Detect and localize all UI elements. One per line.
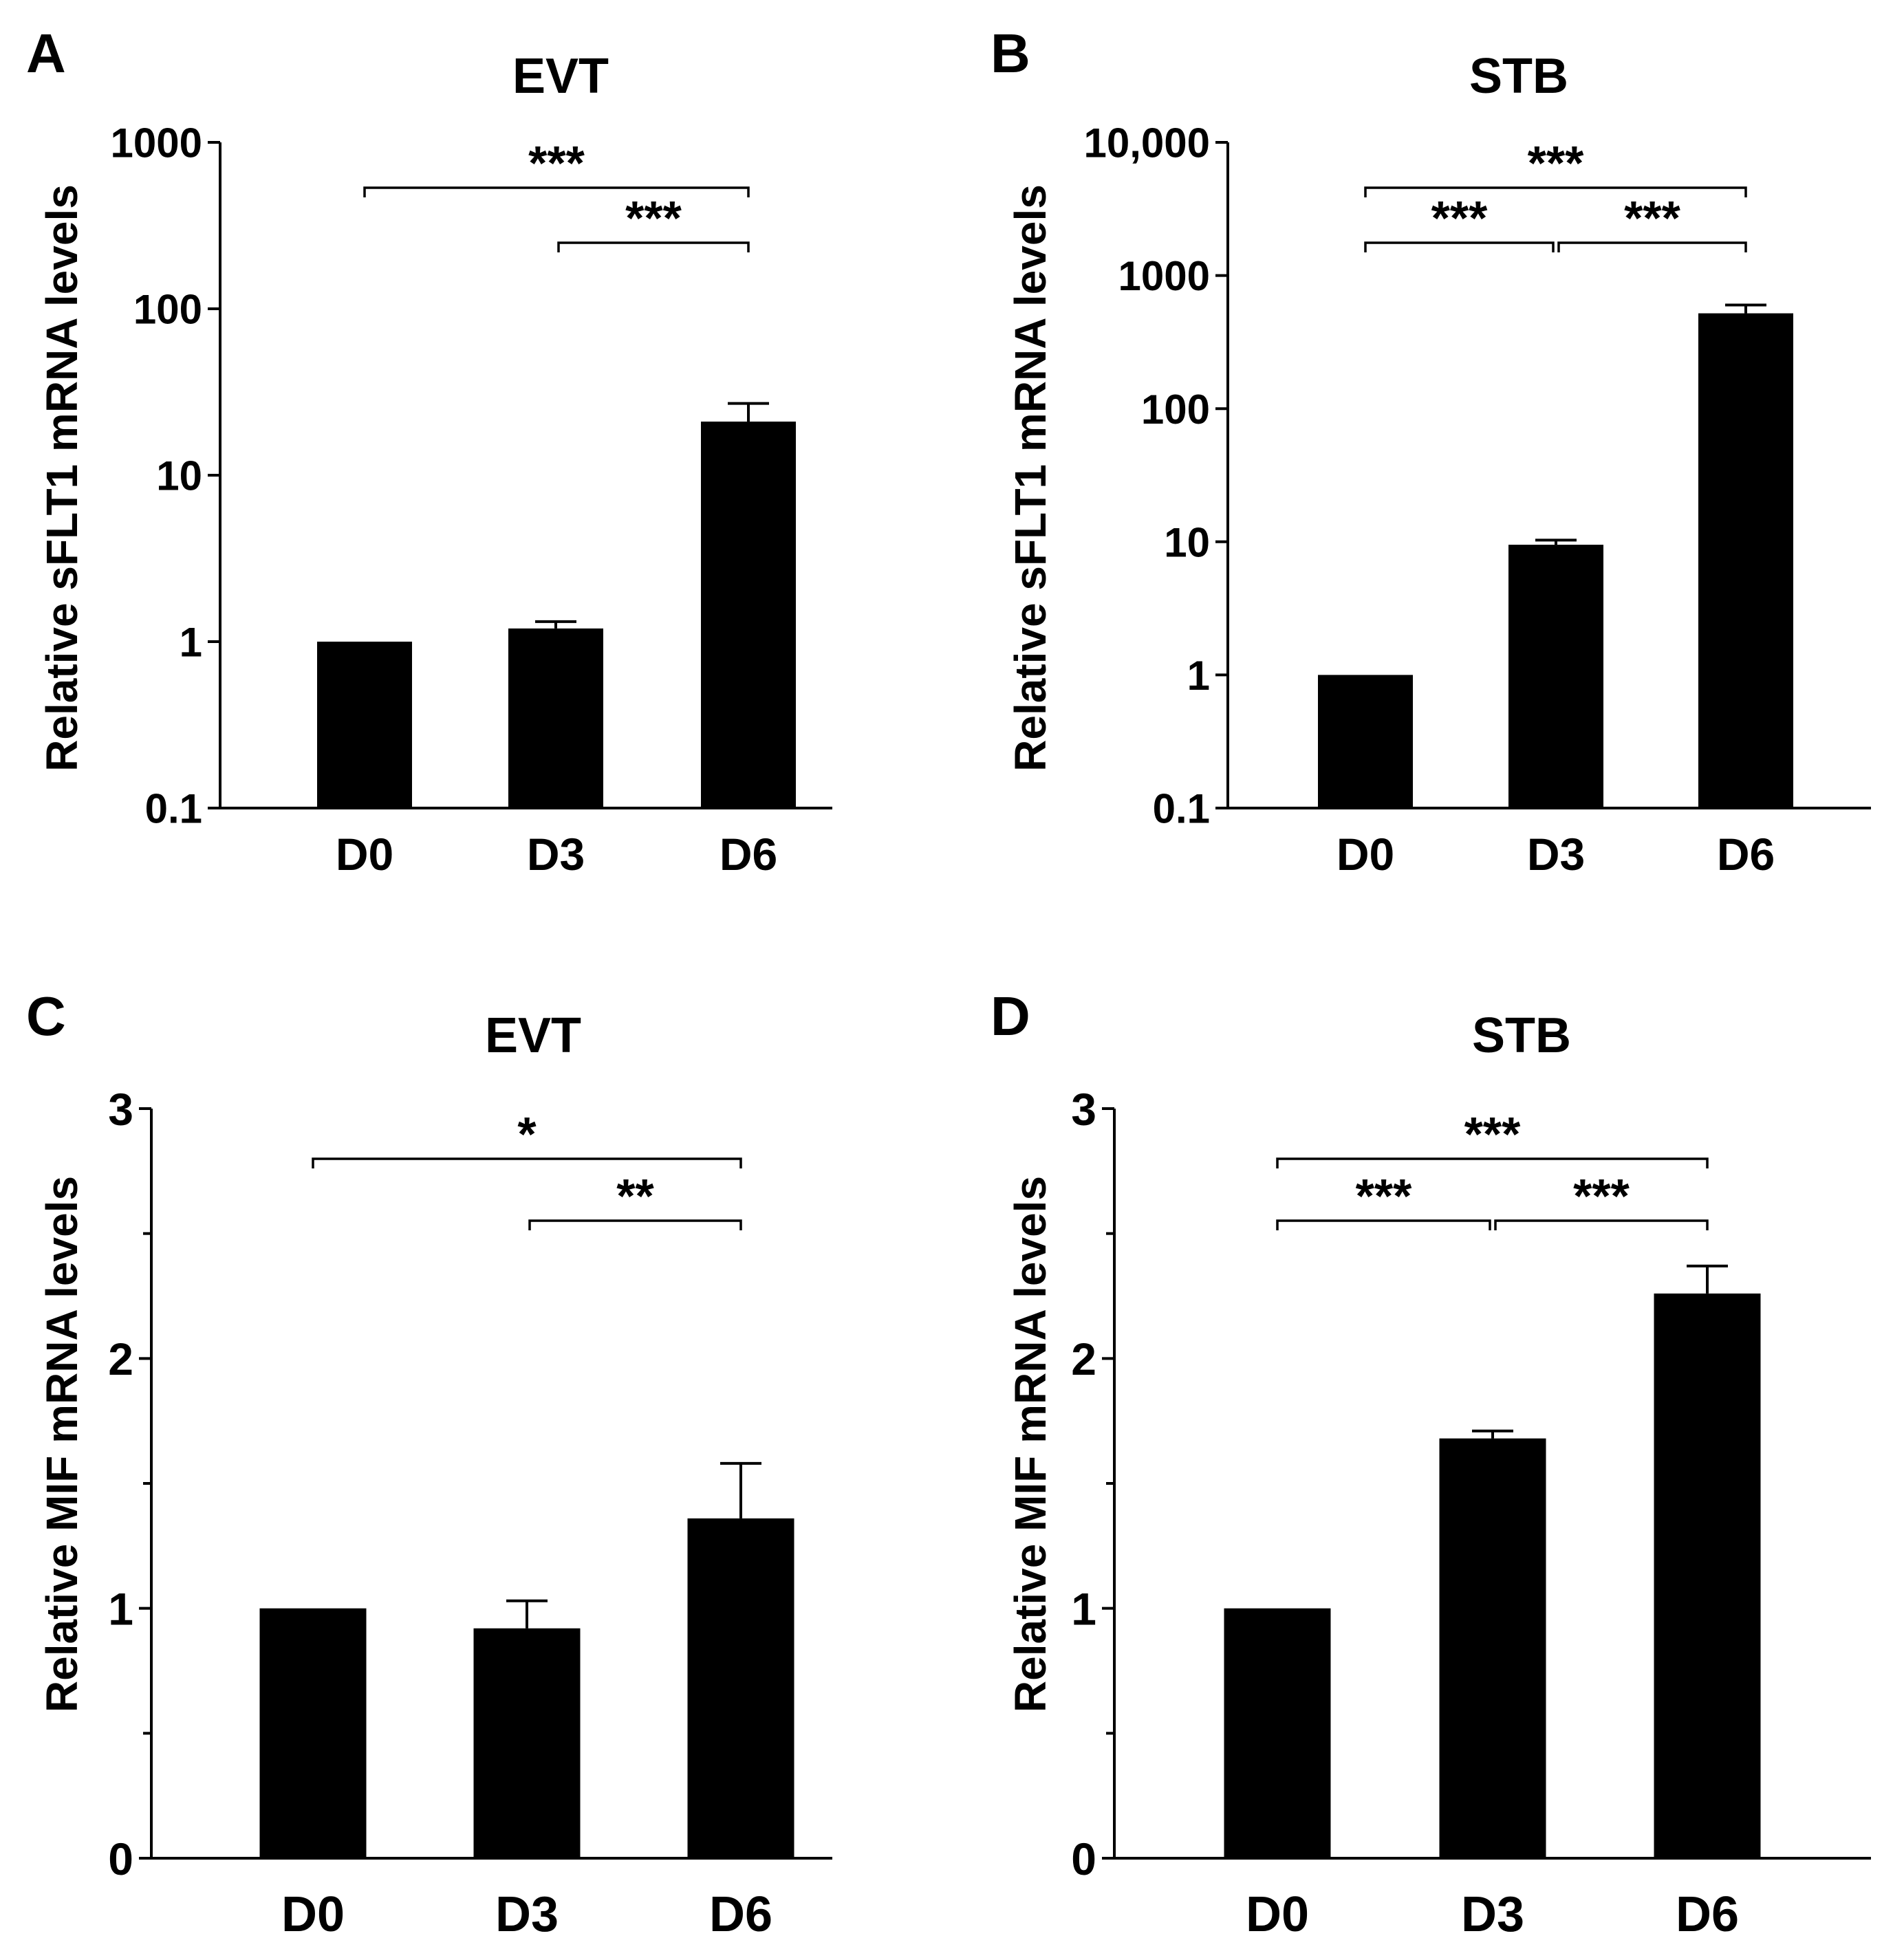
- significance-brackets: *** *** ***: [1276, 1107, 1709, 1230]
- y-tick-label: 100: [133, 287, 202, 333]
- y-tick-label: 1: [1071, 1583, 1096, 1634]
- bar-d0: [259, 1608, 367, 1858]
- y-ticks: 0 1 2 3: [108, 1084, 151, 1884]
- x-tick-labels: D0 D3 D6: [336, 829, 777, 880]
- y-tick-label: 100: [1141, 386, 1210, 433]
- panel-letter: B: [991, 23, 1030, 84]
- y-axis-label: Relative sFLT1 mRNA levels: [1006, 184, 1055, 772]
- x-tick-label: D0: [1337, 829, 1394, 880]
- significance-bracket: [312, 1157, 742, 1168]
- significance-label: **: [616, 1169, 654, 1223]
- bars: [1318, 303, 1793, 808]
- panel-letter: D: [991, 986, 1030, 1047]
- y-tick-label: 1: [1187, 653, 1210, 699]
- y-tick-label: 3: [1071, 1084, 1096, 1135]
- bars: [317, 402, 796, 808]
- significance-bracket: [1557, 241, 1747, 252]
- significance-label: ***: [1431, 191, 1488, 245]
- y-tick-label: 1000: [1118, 253, 1210, 299]
- significance-bracket: [1364, 186, 1747, 197]
- y-tick-label: 1000: [111, 120, 202, 166]
- bar-d3: [473, 1628, 581, 1858]
- x-tick-labels: D0 D3 D6: [1337, 829, 1775, 880]
- x-tick-label: D0: [1246, 1887, 1309, 1942]
- x-tick-labels: D0 D3 D6: [281, 1887, 772, 1942]
- y-axis-label: Relative MIF mRNA levels: [37, 1176, 87, 1712]
- x-tick-label: D6: [1717, 829, 1775, 880]
- bar-d0: [317, 642, 412, 808]
- significance-label: ***: [625, 191, 682, 245]
- significance-brackets: ***: [312, 1107, 742, 1230]
- bar-d6: [701, 422, 796, 808]
- x-tick-label: D3: [495, 1887, 559, 1942]
- significance-label: *: [517, 1107, 537, 1161]
- x-tick-labels: D0 D3 D6: [1246, 1887, 1739, 1942]
- bar-d3: [508, 628, 603, 808]
- y-ticks: 0 1 2 3: [1071, 1084, 1114, 1884]
- panel-d: D STB Relative MIF mRNA levels 0 1 2 3 D0 D3…: [991, 986, 1871, 1942]
- y-tick-label: 0.1: [145, 786, 202, 832]
- y-ticks: 0.1 1 10 100 1000 10,000: [1083, 120, 1228, 832]
- bar-d0: [1318, 675, 1413, 808]
- y-tick-label: 0: [1071, 1833, 1096, 1884]
- chart-title: EVT: [485, 1008, 581, 1063]
- significance-label: ***: [1464, 1107, 1521, 1161]
- significance-label: ***: [1356, 1169, 1412, 1223]
- significance-bracket: [528, 1219, 742, 1230]
- y-tick-label: 2: [1071, 1333, 1096, 1384]
- x-tick-label: D0: [281, 1887, 345, 1942]
- y-tick-label: 1: [180, 620, 202, 666]
- significance-bracket: [1494, 1219, 1709, 1230]
- chart-title: STB: [1472, 1008, 1571, 1063]
- y-tick-label: 1: [108, 1583, 133, 1634]
- y-tick-label: 0.1: [1153, 786, 1210, 832]
- chart-title: STB: [1469, 49, 1568, 104]
- x-tick-label: D3: [1461, 1887, 1524, 1942]
- y-tick-label: 10: [156, 453, 202, 499]
- chart-title: EVT: [512, 49, 609, 104]
- y-tick-label: 2: [108, 1333, 133, 1384]
- significance-bracket: [1364, 241, 1555, 252]
- significance-bracket: [1276, 1219, 1491, 1230]
- y-tick-label: 0: [108, 1833, 133, 1884]
- significance-bracket: [557, 241, 750, 252]
- y-tick-label: 10,000: [1083, 120, 1210, 166]
- significance-bracket: [1276, 1157, 1709, 1168]
- bars: [1224, 1264, 1761, 1858]
- significance-brackets: *** *** ***: [1364, 136, 1747, 252]
- x-tick-label: D3: [1527, 829, 1585, 880]
- bar-d0: [1224, 1608, 1331, 1858]
- bar-d3: [1439, 1438, 1546, 1858]
- significance-label: ***: [528, 136, 585, 190]
- panel-letter: A: [26, 23, 66, 84]
- y-axis-label: Relative sFLT1 mRNA levels: [37, 184, 87, 772]
- x-tick-label: D6: [1676, 1887, 1739, 1942]
- panel-a: A EVT Relative sFLT1 mRNA levels 0.1 1 10 1…: [26, 23, 832, 880]
- y-ticks: 0.1 1 10 100 1000: [111, 120, 220, 832]
- bar-d6: [1654, 1293, 1761, 1858]
- y-tick-label: 3: [108, 1084, 133, 1135]
- x-tick-label: D6: [720, 829, 777, 880]
- bar-d3: [1508, 545, 1603, 808]
- significance-label: ***: [1528, 136, 1584, 190]
- y-tick-label: 10: [1164, 519, 1210, 565]
- significance-label: ***: [1573, 1169, 1630, 1223]
- significance-label: ***: [1624, 191, 1680, 245]
- significance-bracket: [363, 186, 750, 197]
- panel-letter: C: [26, 986, 66, 1047]
- bar-d6: [1698, 313, 1793, 808]
- x-tick-label: D0: [336, 829, 393, 880]
- panel-c: C EVT Relative MIF mRNA levels 0 1 2 3 D0 D3…: [26, 986, 832, 1942]
- bar-d6: [687, 1518, 794, 1858]
- y-axis-label: Relative MIF mRNA levels: [1006, 1176, 1055, 1712]
- panel-b: B STB Relative sFLT1 mRNA levels 0.1 1 10 1…: [991, 23, 1871, 880]
- significance-brackets: *** ***: [363, 136, 750, 252]
- x-tick-label: D6: [709, 1887, 772, 1942]
- x-tick-label: D3: [527, 829, 585, 880]
- bars: [259, 1461, 794, 1858]
